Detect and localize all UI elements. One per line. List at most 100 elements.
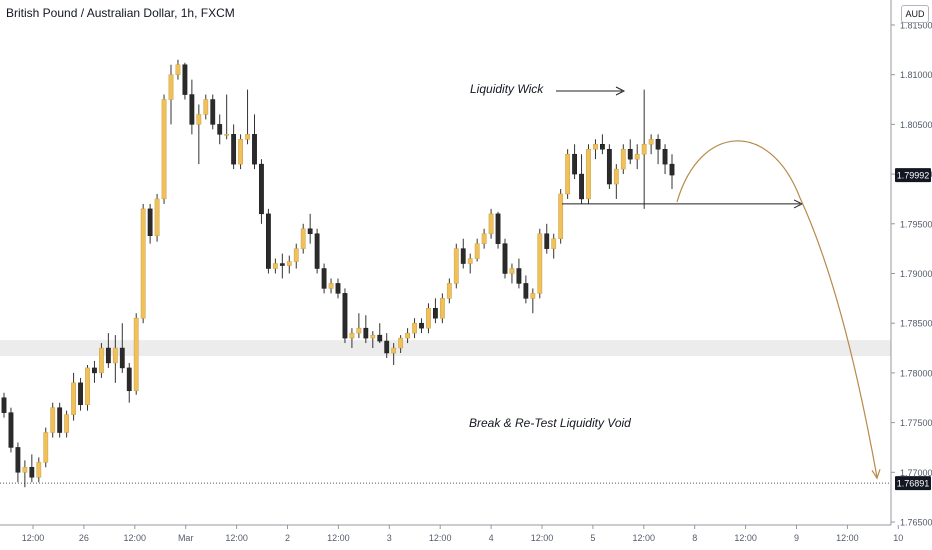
bullish-candle[interactable] xyxy=(398,337,404,349)
bearish-candle[interactable] xyxy=(321,268,327,289)
bearish-candle[interactable] xyxy=(314,233,320,269)
bearish-candle[interactable] xyxy=(92,367,97,374)
bearish-candle[interactable] xyxy=(363,327,369,339)
bearish-candle[interactable] xyxy=(579,173,584,200)
bullish-candle[interactable] xyxy=(634,153,640,160)
bullish-candle[interactable] xyxy=(64,414,70,433)
bullish-candle[interactable] xyxy=(196,114,202,125)
bearish-candle[interactable] xyxy=(29,467,35,478)
bearish-candle[interactable] xyxy=(8,412,14,448)
bearish-candle[interactable] xyxy=(210,99,216,125)
bearish-candle[interactable] xyxy=(189,94,195,125)
bullish-candle[interactable] xyxy=(161,99,167,200)
currency-badge[interactable]: AUD xyxy=(901,5,929,23)
bearish-candle[interactable] xyxy=(606,148,612,185)
bullish-candle[interactable] xyxy=(71,382,76,415)
bullish-candle[interactable] xyxy=(245,134,250,140)
bearish-candle[interactable] xyxy=(147,208,153,236)
bullish-candle[interactable] xyxy=(168,74,174,100)
bullish-candle[interactable] xyxy=(537,233,543,294)
bearish-candle[interactable] xyxy=(105,347,111,364)
bullish-candle[interactable] xyxy=(412,322,417,334)
bullish-candle[interactable] xyxy=(238,139,243,165)
bearish-candle[interactable] xyxy=(231,134,237,165)
bullish-candle[interactable] xyxy=(551,238,557,249)
bullish-candle[interactable] xyxy=(509,268,515,274)
bullish-candle[interactable] xyxy=(356,327,362,334)
bearish-candle[interactable] xyxy=(259,163,264,215)
time-axis[interactable]: 12:00 26 12:00 Mar 12:00 2 12:00 3 12:00 4 12:00 5 1… xyxy=(22,525,904,543)
bullish-candle[interactable] xyxy=(370,334,376,339)
bullish-candle[interactable] xyxy=(300,228,306,249)
bullish-candle[interactable] xyxy=(405,332,410,339)
bearish-candle[interactable] xyxy=(119,347,125,369)
bearish-candle[interactable] xyxy=(335,283,341,294)
bearish-candle[interactable] xyxy=(523,283,529,299)
bullish-candle[interactable] xyxy=(349,332,355,339)
bearish-candle[interactable] xyxy=(342,293,348,339)
bullish-candle[interactable] xyxy=(474,243,480,259)
bearish-candle[interactable] xyxy=(460,248,466,264)
bullish-candle[interactable] xyxy=(22,467,28,473)
bullish-candle[interactable] xyxy=(85,367,90,405)
bearish-candle[interactable] xyxy=(57,407,63,433)
bullish-candle[interactable] xyxy=(43,432,49,463)
bearish-candle[interactable] xyxy=(307,228,313,234)
bearish-candle[interactable] xyxy=(433,308,438,319)
bullish-candle[interactable] xyxy=(203,99,209,115)
bearish-candle[interactable] xyxy=(419,322,424,329)
bearish-candle[interactable] xyxy=(182,64,188,95)
bullish-candle[interactable] xyxy=(467,258,473,264)
bearish-candle[interactable] xyxy=(1,397,7,413)
bearish-candle[interactable] xyxy=(384,340,390,354)
bullish-candle[interactable] xyxy=(133,317,139,392)
bullish-candle[interactable] xyxy=(530,293,536,299)
bearish-candle[interactable] xyxy=(377,334,383,342)
bearish-candle[interactable] xyxy=(544,233,550,249)
bullish-candle[interactable] xyxy=(391,347,397,354)
bearish-candle[interactable] xyxy=(627,148,633,160)
bullish-candle[interactable] xyxy=(112,347,118,364)
bullish-candle[interactable] xyxy=(558,193,564,239)
bullish-candle[interactable] xyxy=(140,208,146,319)
bullish-candle[interactable] xyxy=(272,263,278,269)
bullish-candle[interactable] xyxy=(641,144,647,155)
bearish-candle[interactable] xyxy=(662,148,668,165)
bullish-candle[interactable] xyxy=(453,248,459,284)
bullish-candle[interactable] xyxy=(593,144,598,150)
bullish-candle[interactable] xyxy=(488,213,494,234)
bearish-candle[interactable] xyxy=(78,382,83,405)
bullish-candle[interactable] xyxy=(36,462,42,478)
bearish-candle[interactable] xyxy=(669,163,675,176)
bullish-candle[interactable] xyxy=(154,198,160,236)
bullish-candle[interactable] xyxy=(648,139,654,145)
bullish-candle[interactable] xyxy=(286,261,292,266)
bearish-candle[interactable] xyxy=(600,144,605,150)
bullish-candle[interactable] xyxy=(328,283,334,289)
bearish-candle[interactable] xyxy=(252,134,257,165)
bullish-candle[interactable] xyxy=(224,134,230,136)
bullish-candle[interactable] xyxy=(586,148,591,200)
bearish-candle[interactable] xyxy=(572,153,577,175)
bearish-candle[interactable] xyxy=(279,263,285,266)
bullish-candle[interactable] xyxy=(293,248,299,262)
bearish-candle[interactable] xyxy=(217,124,223,135)
bearish-candle[interactable] xyxy=(516,268,522,284)
bullish-candle[interactable] xyxy=(175,64,181,75)
bullish-candle[interactable] xyxy=(620,148,626,170)
bullish-candle[interactable] xyxy=(426,308,431,329)
bearish-candle[interactable] xyxy=(502,243,508,274)
bullish-candle[interactable] xyxy=(99,347,104,374)
bullish-candle[interactable] xyxy=(565,153,571,195)
bearish-candle[interactable] xyxy=(495,213,501,244)
bearish-candle[interactable] xyxy=(126,367,132,392)
bullish-candle[interactable] xyxy=(446,283,452,299)
bullish-candle[interactable] xyxy=(481,233,487,244)
price-axis[interactable]: 1.815001.810001.805001.800001.795001.790… xyxy=(891,20,932,528)
bullish-candle[interactable] xyxy=(50,407,56,433)
bearish-candle[interactable] xyxy=(655,139,661,150)
bullish-candle[interactable] xyxy=(613,168,619,185)
bullish-candle[interactable] xyxy=(439,298,445,319)
bearish-candle[interactable] xyxy=(15,447,21,473)
